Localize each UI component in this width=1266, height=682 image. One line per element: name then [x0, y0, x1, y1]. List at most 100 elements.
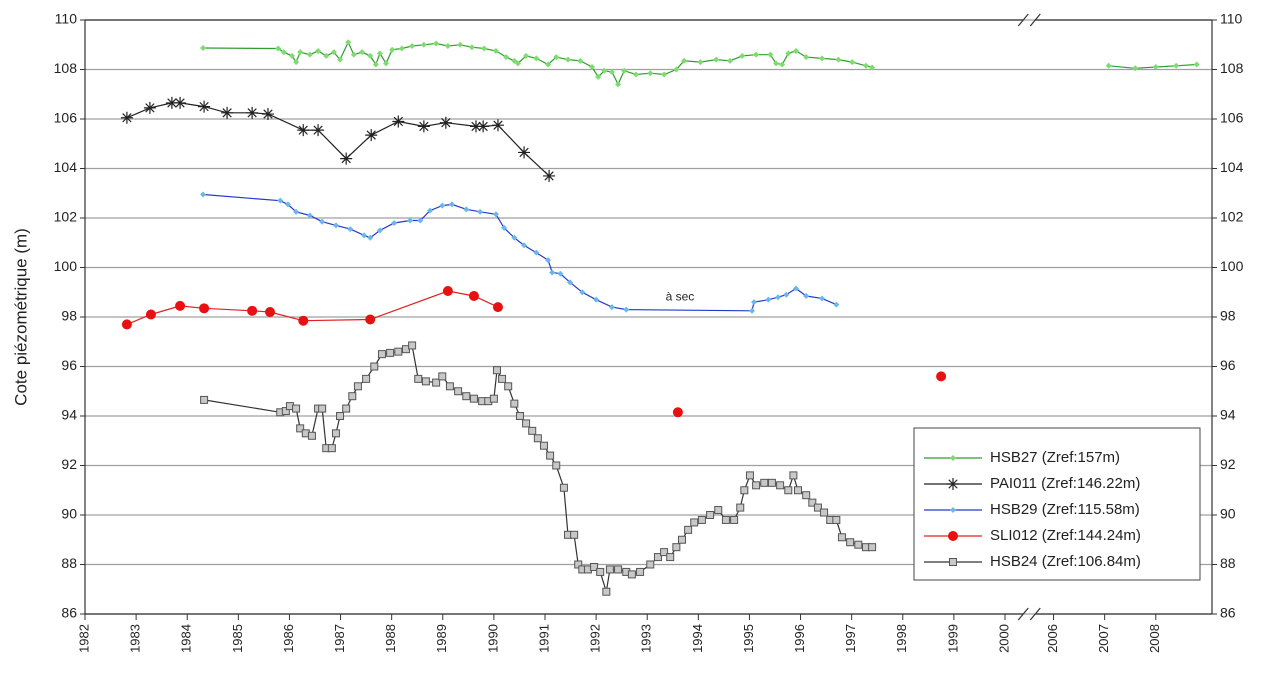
data-point [469, 394, 478, 403]
data-point [511, 234, 518, 241]
x-tick-label: 1990 [485, 624, 500, 653]
data-point [577, 57, 584, 64]
data-point [145, 309, 156, 320]
data-point [533, 434, 542, 443]
y2-tick-label: 90 [1220, 506, 1236, 522]
data-point [765, 296, 772, 303]
y-tick-label: 104 [54, 159, 78, 175]
data-point [296, 424, 305, 433]
data-point [792, 47, 799, 54]
data-point [298, 315, 309, 326]
data-point [727, 57, 734, 64]
data-point [398, 45, 405, 52]
data-point [1152, 64, 1159, 71]
data-point [323, 52, 330, 59]
y-tick-label: 102 [54, 209, 78, 225]
data-point [518, 146, 531, 159]
data-point [661, 71, 668, 78]
legend-label: HSB24 (Zref:106.84m) [990, 553, 1141, 570]
data-point [377, 350, 386, 359]
data-point [690, 518, 699, 527]
data-point [832, 515, 841, 524]
data-point [792, 285, 799, 292]
y-tick-label: 106 [54, 110, 78, 126]
x-tick-label: 2007 [1096, 624, 1111, 653]
series-line [126, 102, 550, 177]
data-point [417, 120, 430, 133]
data-point [143, 101, 156, 114]
data-point [767, 478, 776, 487]
data-point [730, 515, 739, 524]
y-tick-label: 86 [61, 605, 77, 621]
data-point [477, 208, 484, 215]
data-point [433, 40, 440, 47]
data-point [646, 560, 655, 569]
data-point [553, 54, 560, 61]
data-point [293, 208, 300, 215]
data-point [462, 392, 471, 401]
x-tick-label: 1984 [179, 624, 194, 653]
data-point [854, 540, 863, 549]
data-point [261, 108, 274, 121]
data-point [347, 226, 354, 233]
data-point [439, 202, 446, 209]
data-point [331, 429, 340, 438]
axis-break [1017, 13, 1029, 27]
data-point [615, 81, 622, 88]
data-point [666, 553, 675, 562]
data-point [543, 169, 556, 182]
y2-tick-label: 98 [1220, 308, 1236, 324]
data-point [481, 45, 488, 52]
data-point [565, 56, 571, 63]
y-tick-label: 90 [61, 506, 77, 522]
data-point [514, 60, 521, 67]
x-tick-label: 1987 [332, 624, 347, 653]
data-point [552, 461, 561, 470]
data-point [391, 219, 398, 226]
x-tick-label: 1982 [76, 624, 91, 653]
data-point [315, 47, 322, 54]
y-tick-label: 92 [61, 456, 77, 472]
data-point [608, 68, 615, 75]
data-point [306, 51, 313, 58]
data-point [820, 508, 829, 517]
legend-marker [949, 558, 957, 566]
data-point [165, 96, 178, 109]
data-point [492, 211, 499, 218]
data-point [246, 106, 259, 119]
data-point [394, 347, 403, 356]
data-point [647, 70, 654, 77]
data-point [408, 341, 417, 350]
data-point [353, 382, 362, 391]
data-point [501, 224, 508, 231]
data-point [802, 491, 811, 500]
data-point [307, 431, 316, 440]
legend-label: PAI011 (Zref:146.22m) [990, 475, 1140, 492]
data-point [327, 444, 336, 453]
data-point [803, 292, 810, 299]
data-point [549, 269, 556, 276]
data-point [504, 382, 513, 391]
data-point [489, 394, 498, 403]
data-point [359, 49, 366, 56]
data-point [200, 44, 207, 51]
data-point [1173, 62, 1180, 69]
data-point [330, 49, 337, 56]
data-point [749, 307, 755, 314]
data-point [1193, 61, 1200, 68]
data-point [533, 249, 540, 256]
data-point [590, 562, 599, 571]
data-point [342, 404, 351, 413]
y2-tick-label: 92 [1220, 456, 1236, 472]
data-point [837, 533, 846, 542]
data-point [348, 392, 357, 401]
data-point [557, 270, 564, 277]
legend-box [913, 427, 1201, 581]
data-point [813, 503, 822, 512]
data-point [672, 407, 683, 418]
data-point [784, 486, 793, 495]
y-tick-label: 94 [61, 407, 77, 423]
data-point [492, 302, 503, 313]
data-point [632, 71, 639, 78]
